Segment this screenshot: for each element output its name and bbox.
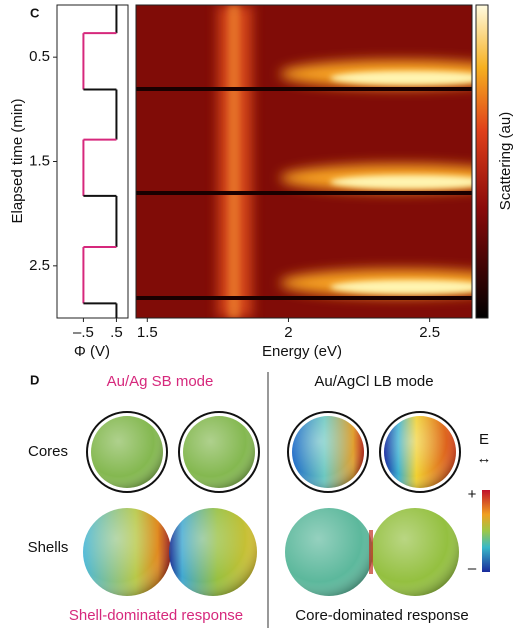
footer: Shell-dominated response — [69, 607, 243, 624]
x-tick-label: 1.5 — [137, 324, 158, 341]
heatmap-stripe-core — [228, 5, 240, 318]
heatmap-glow — [330, 175, 472, 189]
heatmap-background — [136, 5, 472, 318]
sphere-shade — [91, 416, 163, 488]
y-tick-label: 2.5 — [29, 257, 50, 274]
field-scale — [482, 490, 490, 572]
scale-plus: + — [468, 486, 477, 503]
cores-right — [287, 411, 461, 493]
heatmap — [135, 4, 473, 319]
shells-left — [83, 508, 257, 596]
outline — [178, 411, 260, 493]
row-label: Shells — [28, 539, 69, 556]
x-axis-label: Energy (eV) — [262, 343, 342, 360]
sphere-shade — [371, 508, 459, 596]
potential-frame — [56, 4, 129, 319]
outline — [379, 411, 461, 493]
heatmap-glow — [330, 280, 472, 294]
shells-right — [285, 508, 459, 596]
x-tick-label: 2 — [284, 324, 292, 341]
outline — [86, 411, 168, 493]
footer: Core-dominated response — [295, 607, 468, 624]
outline — [287, 411, 369, 493]
field-label: E — [479, 431, 489, 448]
heatmap-gap — [136, 296, 472, 300]
y-tick-label: 0.5 — [29, 48, 50, 65]
y-tick-label: 1.5 — [29, 152, 50, 169]
sphere-shade — [83, 508, 171, 596]
x-tick-label: –.5 — [73, 324, 94, 341]
x-axis-label: Φ (V) — [74, 343, 110, 360]
x-tick-label: 2.5 — [419, 324, 440, 341]
heatmap-frame — [135, 4, 473, 319]
colorbar — [475, 4, 489, 319]
panel-label: C — [30, 5, 40, 20]
panel-label: D — [30, 372, 39, 387]
heatmap-gap — [136, 191, 472, 195]
column-header: Au/Ag SB mode — [107, 373, 214, 390]
sphere-shade — [384, 416, 456, 488]
panel-d: D Au/Ag SB mode Au/AgCl LB mode Cores Sh… — [28, 372, 492, 628]
heatmap-gap — [136, 87, 472, 91]
scale-minus: – — [468, 560, 477, 577]
sphere-shade — [285, 508, 373, 596]
y-axis-label: Elapsed time (min) — [9, 98, 26, 223]
column-header: Au/AgCl LB mode — [314, 373, 433, 390]
sphere-shade — [183, 416, 255, 488]
sphere-shade — [292, 416, 364, 488]
sphere-shade — [169, 508, 257, 596]
row-label: Cores — [28, 443, 68, 460]
x-tick-label: .5 — [110, 324, 123, 341]
heatmap-tone — [136, 5, 472, 318]
cores-left — [86, 411, 260, 493]
colorbar-label: Scattering (au) — [497, 112, 514, 210]
gap-field — [369, 530, 373, 574]
heatmap-glow — [330, 71, 472, 85]
field-arrow: ↔ — [477, 450, 492, 467]
